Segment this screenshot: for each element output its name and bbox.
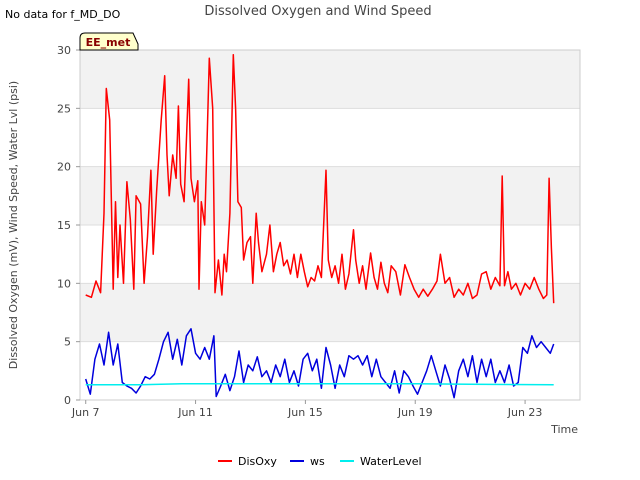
- series-lines: [84, 53, 555, 399]
- series-line-disoxy: [85, 53, 555, 304]
- x-tick-label: Jun 15: [287, 406, 323, 419]
- y-tick-label: 15: [57, 219, 71, 232]
- series-line-waterlevel: [85, 382, 554, 386]
- x-axis-label: Time: [550, 423, 578, 436]
- x-tick-label: Jun 11: [177, 406, 213, 419]
- y-tick-label: 20: [57, 161, 71, 174]
- legend-label-disoxy: DisOxy: [238, 455, 277, 468]
- x-tick-label: Jun 23: [507, 406, 543, 419]
- badge-box: [79, 32, 139, 51]
- badge-label: EE_met: [86, 36, 131, 49]
- y-tick-label: 5: [64, 336, 71, 349]
- badge: EE_met: [79, 32, 139, 51]
- plot-band: [80, 166, 580, 225]
- legend: DisOxy ws WaterLevel: [218, 455, 422, 468]
- y-axis-label: Dissolved Oxygen (mV), Wind Speed, Water…: [7, 81, 20, 369]
- plot-band: [80, 283, 580, 342]
- y-tick-label: 30: [57, 44, 71, 57]
- legend-label-ws: ws: [310, 455, 325, 468]
- x-tick-label: Jun 7: [71, 406, 100, 419]
- y-tick-label: 10: [57, 277, 71, 290]
- y-tick-label: 0: [64, 394, 71, 407]
- series-line-ws: [84, 328, 555, 399]
- plot-band: [80, 50, 580, 109]
- tick-labels: 0 5 10 15 20 25 30 Jun 7 Jun 11 Jun 15 Jun 19 Jun 2…: [57, 44, 542, 419]
- chart-title: Dissolved Oxygen and Wind Speed: [204, 4, 431, 19]
- legend-label-waterlevel: WaterLevel: [360, 455, 422, 468]
- x-tick-label: Jun 19: [397, 406, 433, 419]
- y-tick-label: 25: [57, 102, 71, 115]
- no-data-note: No data for f_MD_DO: [5, 8, 121, 21]
